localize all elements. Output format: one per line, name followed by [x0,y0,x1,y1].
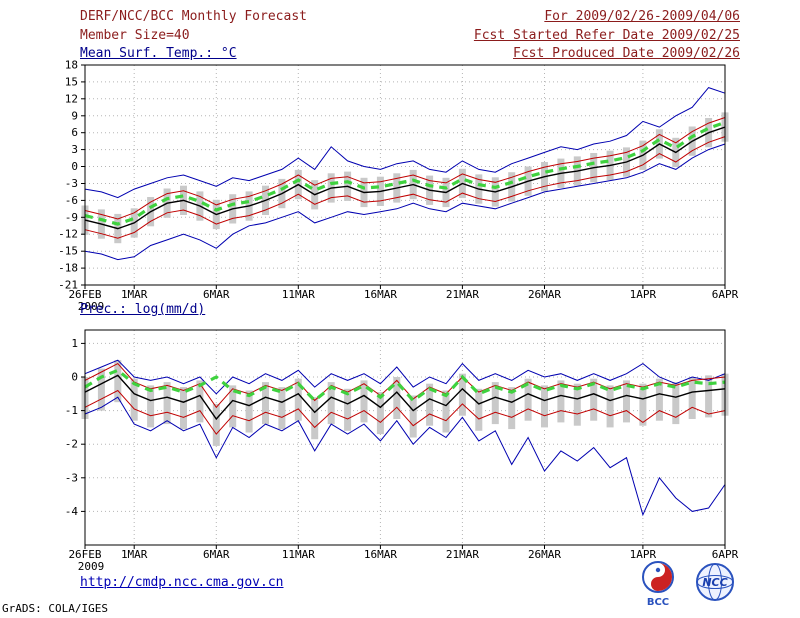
svg-text:2009: 2009 [78,300,105,313]
svg-text:26MAR: 26MAR [528,288,561,301]
svg-text:-3: -3 [65,177,78,190]
svg-text:16MAR: 16MAR [364,288,397,301]
svg-text:1APR: 1APR [630,288,657,301]
series-ensemble-max [84,87,726,199]
svg-text:-15: -15 [58,245,78,258]
series-ensemble-min [84,396,726,517]
bcc-logo: BCC [642,561,674,608]
svg-text:3: 3 [71,143,78,156]
ensemble-spread-bars [81,112,729,244]
svg-text:6APR: 6APR [712,288,739,301]
svg-text:-21: -21 [58,279,78,292]
svg-text:-18: -18 [58,262,78,275]
ncc-logo-label: NCC [702,576,727,589]
series-ensemble-max [84,359,726,395]
svg-text:-9: -9 [65,211,78,224]
svg-text:21MAR: 21MAR [446,548,479,561]
series-reference-dashed [84,368,726,403]
site-url-link[interactable]: http://cmdp.ncc.cma.gov.cn [80,575,284,590]
svg-text:-12: -12 [58,228,78,241]
gridlines [84,330,726,545]
svg-text:9: 9 [71,109,78,122]
series-reference-dashed [84,120,726,226]
svg-text:11MAR: 11MAR [282,288,315,301]
forecast-title: DERF/NCC/BCC Monthly Forecast [80,9,307,24]
fcst-produced-label: Fcst Produced Date 2009/02/26 [513,46,740,61]
svg-text:-1: -1 [65,404,78,417]
svg-text:21MAR: 21MAR [446,288,479,301]
series-upper-quartile [84,117,726,220]
svg-text:-2: -2 [65,438,78,451]
series-lower-quartile [84,389,726,435]
footer-logos: BCC NCC [642,561,734,608]
svg-text:11MAR: 11MAR [282,548,315,561]
prec-chart-title: Prec.: log(mm/d) [80,302,206,317]
svg-text:15: 15 [65,75,78,88]
svg-text:6MAR: 6MAR [203,288,230,301]
svg-text:-6: -6 [65,194,78,207]
plot-border [84,64,726,286]
svg-text:0: 0 [71,371,78,384]
svg-text:26FEB: 26FEB [68,288,101,301]
bcc-logo-label: BCC [647,597,669,608]
ensemble-spread-bars [81,360,729,446]
grads-credit: GrADS: COLA/IGES [2,602,108,615]
valid-range-label: For 2009/02/26-2009/04/06 [544,9,740,24]
svg-text:6: 6 [71,126,78,139]
plot-border [84,329,726,546]
svg-text:26MAR: 26MAR [528,548,561,561]
svg-text:2009: 2009 [78,560,105,573]
svg-text:26FEB: 26FEB [68,548,101,561]
ncc-logo: NCC [696,563,734,601]
svg-text:12: 12 [65,92,78,105]
svg-text:16MAR: 16MAR [364,548,397,561]
svg-text:6APR: 6APR [712,548,739,561]
member-size-label: Member Size=40 [80,28,190,43]
svg-text:1MAR: 1MAR [121,548,148,561]
fcst-started-label: Fcst Started Refer Date 2009/02/25 [473,28,740,43]
svg-text:0: 0 [71,160,78,173]
svg-text:18: 18 [65,59,78,72]
series-ensemble-mean [84,374,726,421]
svg-text:1: 1 [71,337,78,350]
svg-text:1APR: 1APR [630,548,657,561]
svg-text:-4: -4 [65,505,79,518]
svg-text:6MAR: 6MAR [203,548,230,561]
series-ensemble-mean [84,126,726,230]
series-lower-quartile [84,136,726,239]
svg-text:-3: -3 [65,471,78,484]
svg-text:1MAR: 1MAR [121,288,148,301]
series-ensemble-min [84,143,726,261]
temp-chart-title: Mean Surf. Temp.: °C [80,46,237,61]
